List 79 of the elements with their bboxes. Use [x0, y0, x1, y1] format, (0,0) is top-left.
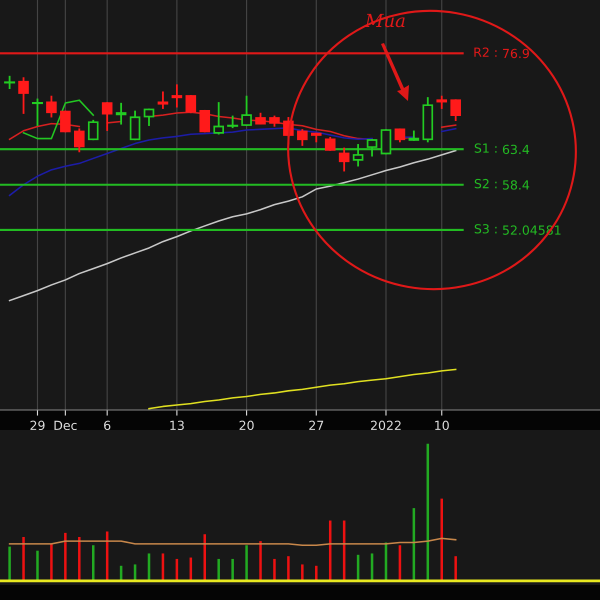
- candlestick: [18, 77, 29, 114]
- bar: [370, 553, 374, 581]
- candlestick: [74, 128, 85, 152]
- bar: [204, 534, 206, 581]
- ref-line-label: S1 :: [474, 143, 497, 153]
- bar: [36, 550, 39, 581]
- bar: [342, 520, 346, 581]
- bar: [217, 558, 220, 581]
- candlestick: [338, 148, 350, 172]
- x-tick-label: 10: [435, 420, 449, 430]
- line-series: [8, 150, 456, 302]
- candlestick: [4, 76, 16, 90]
- bar: [301, 564, 304, 581]
- bar: [176, 558, 178, 581]
- bar: [440, 498, 443, 581]
- x-tick-label: 27: [309, 420, 324, 430]
- bar: [8, 546, 11, 581]
- candlestick: [297, 129, 308, 146]
- candlestick: [158, 91, 168, 109]
- candlestick: [32, 98, 43, 126]
- candlestick: [130, 110, 140, 140]
- candlestick: [408, 130, 420, 141]
- x-tick-label: Dec: [54, 420, 77, 430]
- bar: [328, 520, 332, 581]
- candlestick: [186, 95, 196, 114]
- bar: [356, 554, 360, 581]
- x-tick-label: 2022: [370, 420, 401, 430]
- y-tick-label: 58.4: [502, 180, 530, 190]
- candlestick: [199, 110, 210, 132]
- candlestick: [450, 99, 461, 121]
- line-series: [22, 99, 94, 140]
- candlestick: [60, 110, 71, 132]
- candlestick: [324, 136, 336, 151]
- candlestick: [269, 116, 280, 127]
- bar: [92, 545, 94, 581]
- candlestick: [394, 128, 406, 142]
- x-tick-label: 20: [240, 420, 254, 430]
- line-series: [148, 368, 456, 410]
- candlestick: [116, 102, 126, 125]
- candlestick: [227, 116, 238, 128]
- candlestick: [213, 102, 224, 134]
- candlestick: [46, 96, 57, 118]
- candlestick: [172, 84, 182, 108]
- bar: [245, 545, 248, 581]
- bar: [64, 532, 67, 581]
- y-tick-label: 63.4: [502, 144, 530, 154]
- bar: [162, 553, 164, 581]
- bar: [231, 558, 234, 581]
- ref-line-label: S2 :: [474, 178, 497, 188]
- bar: [384, 542, 388, 581]
- bar: [273, 558, 276, 581]
- ref-line-label: R2 :: [474, 47, 497, 57]
- x-tick-label: 13: [170, 420, 184, 430]
- candlestick: [88, 120, 99, 140]
- candlestick: [366, 139, 378, 157]
- candlestick: [241, 96, 252, 126]
- bar: [50, 544, 53, 581]
- bar: [106, 532, 108, 581]
- bar: [454, 556, 457, 581]
- bar: [426, 444, 430, 581]
- y-tick-label: 76.9: [503, 48, 529, 58]
- candlestick: [144, 108, 154, 126]
- candlestick: [380, 129, 392, 154]
- bar: [190, 558, 192, 581]
- bar: [78, 536, 81, 581]
- bar: [148, 553, 150, 581]
- bar: [287, 556, 290, 581]
- x-tick-label: 6: [104, 420, 110, 430]
- candlestick: [255, 112, 266, 125]
- x-tick-label: 29: [30, 420, 45, 430]
- bar: [398, 545, 402, 581]
- ref-line-label: S3 :: [474, 224, 497, 234]
- candlestick: [102, 102, 112, 131]
- bar: [22, 536, 25, 581]
- bar: [259, 541, 262, 581]
- candlestick: [436, 96, 448, 109]
- bar: [412, 508, 416, 581]
- bar: [134, 564, 136, 581]
- candlestick: [352, 144, 364, 166]
